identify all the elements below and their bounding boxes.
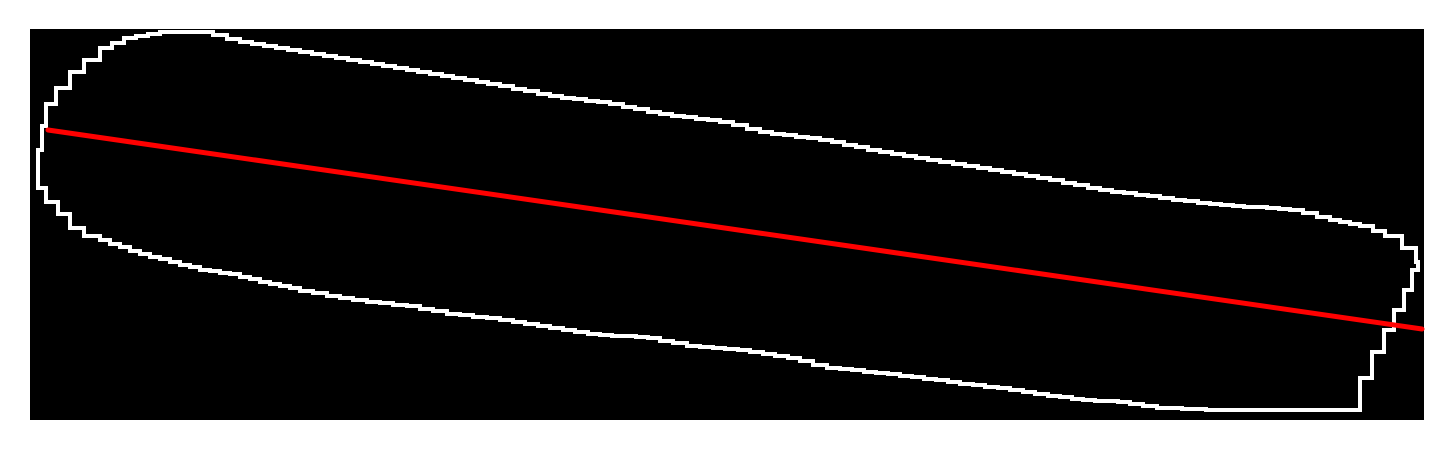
black-background [30,29,1424,420]
object-contour [36,30,1420,412]
principal-axis-line [45,127,1425,332]
